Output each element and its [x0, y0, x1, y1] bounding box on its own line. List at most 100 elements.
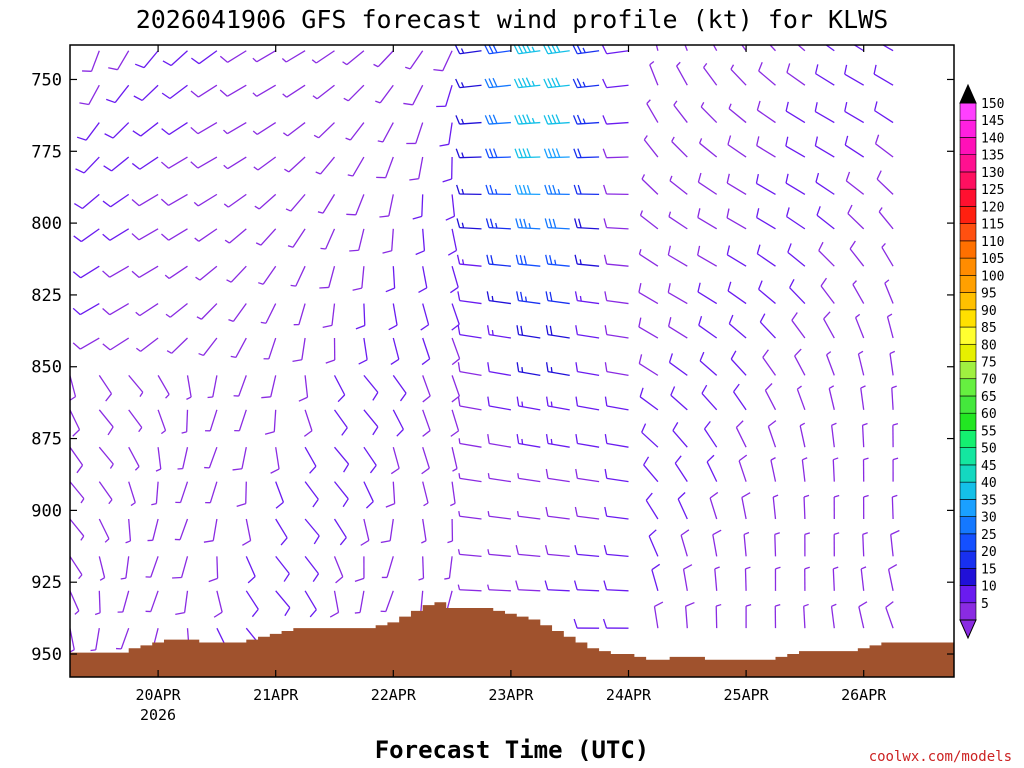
wind-barb [515, 580, 541, 592]
wind-barb [774, 566, 781, 591]
wind-barb [253, 156, 277, 171]
wind-barb [70, 590, 80, 615]
y-tick-label: 800 [31, 214, 62, 234]
wind-barb [699, 351, 718, 376]
wind-barb [545, 291, 570, 305]
wind-barb [603, 254, 629, 267]
wind-barb [643, 135, 659, 158]
wind-barb [516, 325, 541, 339]
wind-barb [667, 245, 688, 267]
wind-barb [82, 50, 100, 72]
wind-barb [131, 228, 159, 241]
wind-barb [190, 122, 218, 135]
wind-barb [412, 194, 424, 220]
wind-barb [275, 518, 288, 546]
wind-barb [854, 313, 865, 339]
wind-barb [814, 102, 835, 124]
wind-barb [98, 556, 106, 581]
wind-barb [385, 266, 396, 293]
wind-barb [363, 481, 374, 509]
wind-barb [485, 218, 511, 230]
wind-barb [228, 303, 247, 322]
wind-barb [700, 102, 718, 124]
wind-barb [860, 566, 867, 591]
wind-barb [881, 242, 894, 267]
wind-barb [545, 254, 570, 267]
wind-barb [236, 481, 247, 508]
wind-barb [604, 434, 629, 448]
wind-barb [415, 590, 424, 615]
wind-barb [363, 409, 379, 436]
wind-barb [701, 384, 718, 411]
colorbar-swatch [959, 275, 977, 293]
wind-barb [450, 481, 456, 507]
wind-barb [604, 396, 629, 411]
colorbar-swatch [959, 378, 977, 397]
colorbar-swatch [959, 171, 977, 190]
wind-barb [603, 545, 629, 557]
wind-barb [862, 457, 869, 482]
wind-barb [514, 184, 541, 196]
colorbar-label: 110 [981, 235, 1004, 250]
wind-barb [333, 375, 346, 403]
wind-barb [892, 457, 899, 482]
wind-barb [131, 265, 159, 279]
colorbar-label: 130 [981, 166, 1004, 181]
wind-barb [72, 302, 100, 316]
wind-barb [451, 447, 458, 472]
wind-barb [741, 492, 751, 520]
wind-barb [164, 265, 188, 280]
wind-barb [517, 473, 541, 483]
wind-barb [457, 549, 482, 557]
wind-barb [543, 114, 570, 125]
wind-barb [447, 518, 454, 544]
wind-barb [457, 362, 482, 377]
wind-barb [333, 409, 348, 436]
wind-barb [349, 228, 365, 252]
wind-barb [759, 313, 776, 339]
wind-barb [177, 447, 189, 470]
wind-barb [450, 266, 459, 294]
wind-barb [706, 454, 718, 482]
colorbar-arrow-bottom [959, 619, 977, 640]
wind-barb [487, 362, 512, 377]
wind-barb [161, 84, 188, 100]
colorbar-label: 45 [981, 459, 997, 474]
wind-barb [304, 446, 317, 474]
wind-barb [456, 218, 482, 230]
wind-barb [861, 422, 868, 448]
wind-barb [377, 122, 394, 143]
wind-barb [799, 422, 806, 448]
wind-barb [814, 136, 835, 158]
colorbar-swatch [959, 119, 977, 138]
wind-barb [145, 556, 159, 578]
wind-barb [573, 580, 600, 592]
wind-barb [174, 518, 189, 541]
wind-barb [574, 545, 600, 557]
colorbar-label: 120 [981, 200, 1004, 215]
colorbar-label: 125 [981, 183, 1004, 198]
colorbar-swatch [959, 223, 977, 242]
colorbar-swatch [959, 326, 977, 345]
colorbar-label: 85 [981, 321, 997, 336]
x-tick-label: 22APR [371, 686, 417, 704]
wind-barb [733, 383, 747, 411]
terrain-fill [70, 602, 954, 677]
colorbar-swatch [959, 533, 977, 552]
wind-barb [405, 50, 424, 70]
wind-barb [671, 136, 688, 158]
wind-barb [72, 265, 100, 279]
wind-barb [75, 156, 100, 174]
wind-barb [352, 266, 365, 291]
wind-barb [574, 506, 600, 520]
wind-barb [728, 103, 747, 124]
wind-barb [196, 303, 218, 320]
wind-barb [160, 156, 188, 169]
wind-barb [639, 387, 659, 411]
colorbar-swatch [959, 585, 977, 604]
wind-barb [514, 148, 541, 159]
wind-barb [574, 218, 600, 230]
wind-barb [363, 374, 379, 401]
wind-barb [873, 64, 894, 86]
wind-barb [847, 204, 865, 230]
